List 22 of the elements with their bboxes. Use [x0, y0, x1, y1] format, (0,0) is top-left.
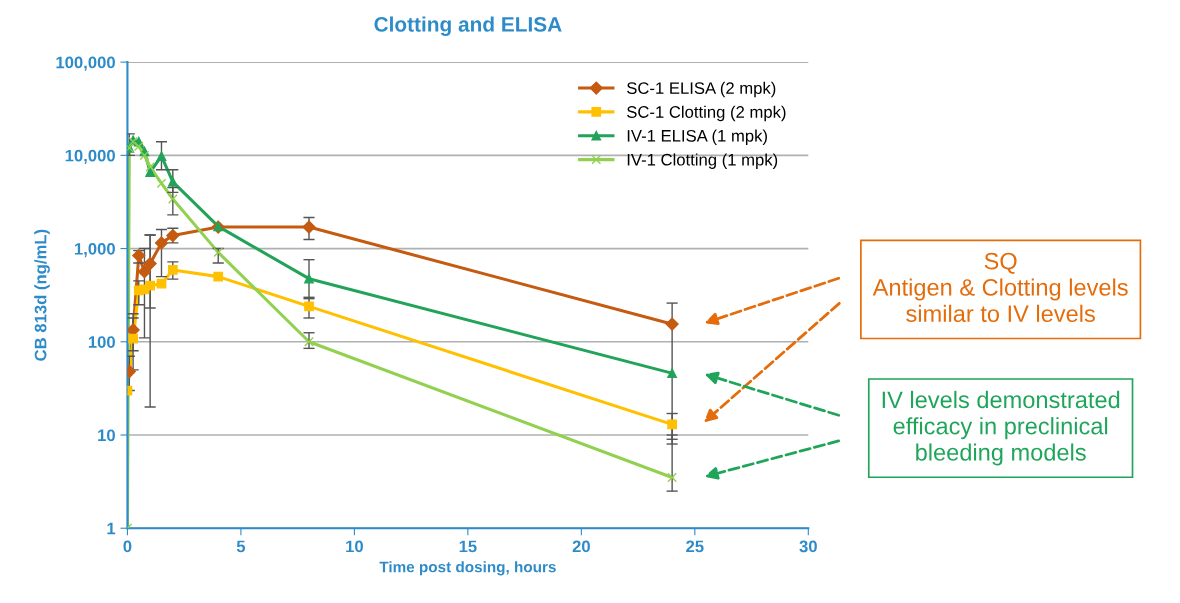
y-tick-label: 10,000: [65, 149, 115, 164]
y-axis-title: CB 813d (ng/mL): [34, 229, 50, 361]
legend-label: IV-1 Clotting (1 mpk): [627, 153, 778, 169]
x-tick-label: 5: [236, 540, 246, 553]
y-tick-label: 1: [107, 522, 116, 535]
x-tick-label: 30: [799, 540, 817, 553]
x-tick-label: 15: [459, 540, 477, 553]
x-axis-title: Time post dosing, hours: [379, 561, 556, 576]
x-tick-label: 10: [346, 540, 363, 553]
x-tick-label: 0: [123, 540, 132, 553]
legend-label: SC-1 Clotting (2 mpk): [627, 105, 786, 122]
x-tick-label: 20: [572, 540, 590, 553]
chart-title: Clotting and ELISA: [374, 16, 562, 36]
text: SQ Antigen & Clotting levels similar to IV levels: [872, 252, 1128, 323]
y-tick-label: 1,000: [74, 242, 115, 258]
legend-label: IV-1 ELISA (1 mpk): [627, 129, 767, 146]
y-tick-label: 100,000: [56, 56, 115, 71]
y-tick-label: 100: [88, 336, 115, 348]
y-tick-label: 10: [98, 429, 115, 442]
x-tick-label: 25: [686, 540, 704, 553]
legend-label: SC-1 ELISA (2 mpk): [627, 81, 776, 98]
text: IV levels demonstrated efficacy in preclinical bleeding models: [882, 390, 1120, 466]
